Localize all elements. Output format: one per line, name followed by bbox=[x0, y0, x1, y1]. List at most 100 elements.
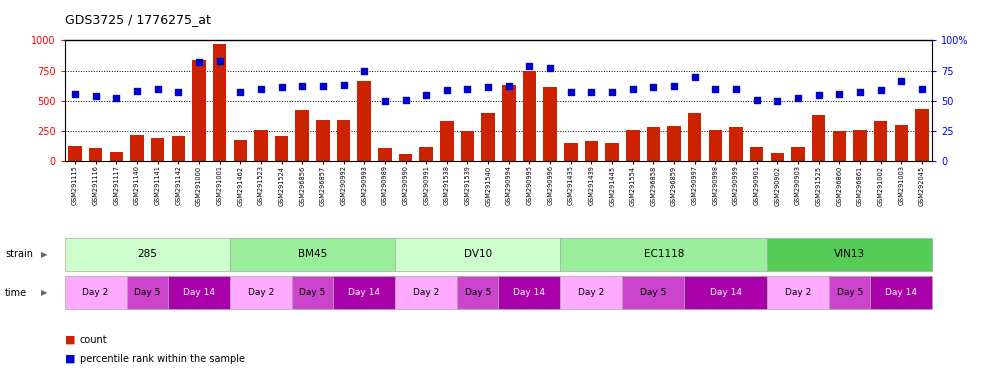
Text: Day 2: Day 2 bbox=[248, 288, 274, 297]
Text: Day 14: Day 14 bbox=[514, 288, 546, 297]
Point bbox=[914, 86, 930, 92]
Text: ▶: ▶ bbox=[41, 250, 47, 259]
Bar bbox=[812, 115, 825, 161]
Text: Day 14: Day 14 bbox=[348, 288, 380, 297]
Point bbox=[150, 86, 166, 92]
Point bbox=[294, 83, 310, 89]
Point bbox=[212, 58, 228, 64]
Bar bbox=[69, 146, 82, 161]
Bar bbox=[254, 130, 267, 161]
Point bbox=[873, 87, 889, 93]
Point bbox=[708, 86, 724, 92]
Text: ▶: ▶ bbox=[41, 288, 47, 297]
Point bbox=[459, 86, 475, 92]
Point bbox=[252, 86, 268, 92]
Bar bbox=[213, 44, 227, 161]
Text: time: time bbox=[5, 288, 27, 298]
Bar bbox=[626, 130, 639, 161]
Point bbox=[522, 63, 538, 69]
Text: EC1118: EC1118 bbox=[643, 249, 684, 260]
Point bbox=[583, 89, 599, 95]
Text: Day 2: Day 2 bbox=[83, 288, 108, 297]
Text: Day 2: Day 2 bbox=[579, 288, 604, 297]
Bar bbox=[688, 113, 702, 161]
Bar bbox=[730, 127, 743, 161]
Bar bbox=[172, 136, 185, 161]
Point bbox=[315, 83, 331, 89]
Point bbox=[480, 84, 496, 91]
Point bbox=[687, 74, 703, 80]
Text: Day 5: Day 5 bbox=[299, 288, 326, 297]
Bar bbox=[833, 131, 846, 161]
Point bbox=[129, 88, 145, 94]
Point bbox=[233, 89, 248, 95]
Bar bbox=[378, 148, 392, 161]
Bar bbox=[584, 141, 598, 161]
Bar bbox=[750, 147, 763, 161]
Bar bbox=[461, 131, 474, 161]
Bar bbox=[358, 81, 371, 161]
Point bbox=[894, 78, 910, 84]
Point bbox=[625, 86, 641, 92]
Text: Day 2: Day 2 bbox=[414, 288, 439, 297]
Bar bbox=[481, 113, 495, 161]
Point bbox=[108, 95, 124, 101]
Text: Day 14: Day 14 bbox=[886, 288, 917, 297]
Point bbox=[666, 83, 682, 89]
Bar bbox=[523, 71, 536, 161]
Bar bbox=[399, 154, 413, 161]
Point bbox=[439, 87, 455, 93]
Bar bbox=[88, 148, 102, 161]
Bar bbox=[130, 135, 144, 161]
Point bbox=[811, 92, 827, 98]
Bar bbox=[151, 138, 164, 161]
Point bbox=[645, 84, 661, 91]
Text: GDS3725 / 1776275_at: GDS3725 / 1776275_at bbox=[65, 13, 211, 26]
Bar bbox=[874, 121, 888, 161]
Bar bbox=[853, 130, 867, 161]
Bar bbox=[192, 60, 206, 161]
Point bbox=[563, 89, 579, 95]
Bar bbox=[647, 127, 660, 161]
Text: Day 2: Day 2 bbox=[785, 288, 811, 297]
Text: count: count bbox=[80, 335, 107, 345]
Text: BM45: BM45 bbox=[298, 249, 327, 260]
Bar bbox=[337, 120, 350, 161]
Point bbox=[769, 98, 785, 104]
Text: percentile rank within the sample: percentile rank within the sample bbox=[80, 354, 245, 364]
Point bbox=[501, 83, 517, 89]
Point bbox=[852, 89, 868, 95]
Point bbox=[542, 65, 558, 71]
Text: ■: ■ bbox=[65, 354, 76, 364]
Point bbox=[398, 96, 414, 103]
Bar bbox=[895, 125, 909, 161]
Bar bbox=[791, 147, 805, 161]
Point bbox=[356, 68, 372, 74]
Point bbox=[790, 95, 806, 101]
Bar bbox=[419, 147, 433, 161]
Bar bbox=[502, 85, 516, 161]
Text: Day 5: Day 5 bbox=[134, 288, 160, 297]
Bar bbox=[234, 140, 247, 161]
Bar bbox=[915, 109, 928, 161]
Text: strain: strain bbox=[5, 249, 33, 260]
Point bbox=[748, 96, 764, 103]
Bar bbox=[770, 154, 784, 161]
Bar bbox=[667, 126, 681, 161]
Bar bbox=[564, 143, 578, 161]
Point bbox=[336, 82, 352, 88]
Bar bbox=[605, 143, 619, 161]
Point bbox=[831, 91, 847, 97]
Point bbox=[418, 92, 434, 98]
Text: VIN13: VIN13 bbox=[834, 249, 866, 260]
Text: Day 5: Day 5 bbox=[640, 288, 667, 297]
Bar bbox=[440, 121, 453, 161]
Point bbox=[67, 91, 83, 97]
Bar bbox=[274, 136, 288, 161]
Text: Day 5: Day 5 bbox=[837, 288, 863, 297]
Point bbox=[377, 98, 393, 104]
Text: Day 5: Day 5 bbox=[464, 288, 491, 297]
Bar bbox=[709, 130, 723, 161]
Bar bbox=[109, 152, 123, 161]
Bar bbox=[544, 88, 557, 161]
